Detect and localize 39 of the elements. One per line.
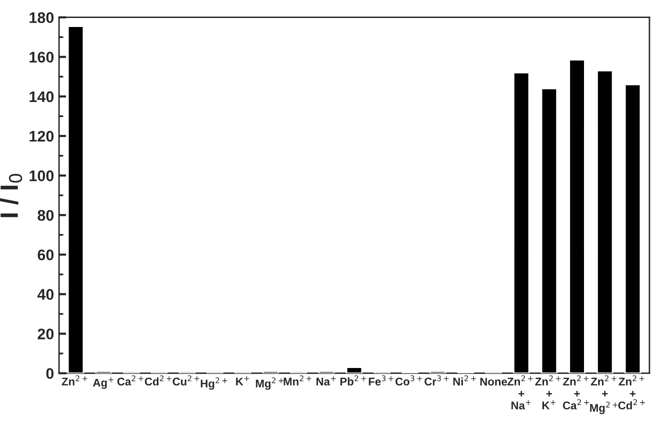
x-tick-label: Ca$^{2+}$: [117, 375, 144, 386]
y-tick-label: 20: [38, 328, 54, 340]
x-tick-label: None: [480, 378, 507, 386]
x-tick-label: Ag$^{+}$: [92, 377, 114, 389]
x-tick-label: Hg$^{2+}$: [200, 377, 228, 390]
y-tick-label: 60: [38, 249, 54, 260]
x-tick-label: Cr$^{3+}$: [424, 375, 449, 386]
bar: [540, 88, 558, 374]
x-tick-label: Cd$^{2+}$: [144, 375, 172, 386]
y-tick-label: 0: [46, 368, 54, 379]
x-tick-label: Pb$^{2+}$: [340, 375, 366, 386]
y-tick-label: 180: [30, 12, 54, 24]
x-tick-label: K$^{+}$: [236, 376, 250, 386]
y-tick-label: 80: [38, 210, 54, 221]
x-tick-label: Ni$^{2+}$: [453, 375, 476, 386]
x-tick-label: Cu$^{2+}$: [172, 375, 200, 386]
x-tick-label: Na$^{+}$: [316, 376, 336, 386]
x-tick-label: Co$^{3+}$: [396, 375, 422, 386]
category-label: Zn$^{2+}$ + Mg$^{2+}$: [590, 375, 618, 414]
y-tick-label: 120: [30, 130, 54, 142]
bar: [568, 59, 586, 374]
y-tick-label: 140: [30, 91, 54, 102]
bar: [67, 26, 84, 374]
y-tick-label: 100: [30, 170, 54, 182]
bar: [346, 366, 363, 374]
bar: [512, 72, 530, 374]
x-tick-label: Zn$^{2+}$: [62, 375, 88, 386]
bar: [624, 84, 642, 374]
category-label: Zn$^{2+}$ + K$^{+}$: [535, 375, 561, 410]
y-tick-label: 40: [37, 289, 54, 300]
category-label: Zn$^{2+}$ + Ca$^{2+}$: [562, 375, 589, 410]
category-label: Zn$^{2+}$ + Cd$^{2+}$: [618, 375, 645, 410]
x-tick-label: Mn$^{2+}$: [284, 375, 312, 386]
y-axis-title: I / I$_{0}$: [0, 174, 22, 218]
x-tick-label: Mg$^{2+}$: [256, 377, 284, 390]
bar: [596, 70, 614, 374]
category-label: Zn$^{2+}$ + Na$^{+}$: [507, 375, 533, 410]
x-tick-label: Fe$^{3+}$: [368, 375, 394, 386]
y-tick-label: 160: [30, 52, 54, 63]
